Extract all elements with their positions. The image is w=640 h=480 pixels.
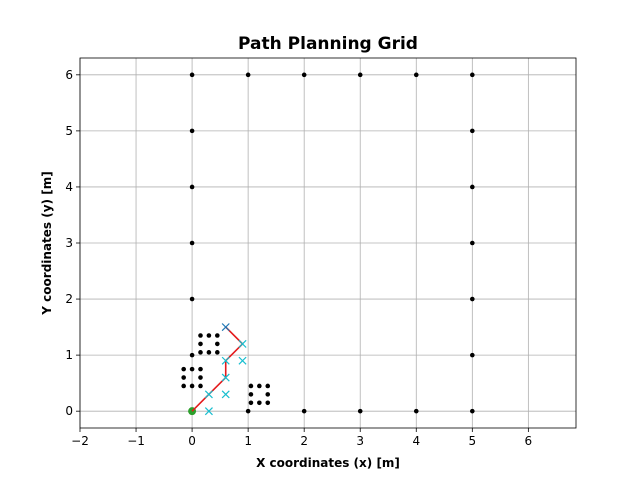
obstacle-point [189,240,195,246]
explored-node-marker [221,390,230,399]
goal-marker [221,323,230,332]
obstacle-point [470,408,475,414]
obstacle-point [301,72,307,78]
x-tick-label: −2 [71,434,89,448]
obstacle-point [470,72,475,78]
chart-title: Path Planning Grid [238,34,418,54]
obstacle-point [301,408,307,414]
explored-node-marker [238,339,247,348]
x-tick-label: 6 [525,434,533,448]
obstacle-point [198,350,203,355]
x-tick-label: 5 [468,434,476,448]
y-tick-label: 1 [65,348,73,362]
obstacle-point [198,366,203,372]
explored-node-marker-stroke-b [204,390,213,399]
obstacle-point [265,400,271,406]
x-tick-label: 0 [188,434,196,448]
axis-ticks: −2 −1 0 1 2 3 4 5 6 0 1 2 3 4 5 6 [65,68,532,448]
obstacle-point [215,341,220,347]
explored-node-marker [221,373,230,382]
explored-node-marker-stroke-b [221,390,230,399]
obstacle-point [470,352,475,358]
x-tick-label: 3 [356,434,364,448]
explored-node-marker-stroke-b [204,407,213,416]
obstacle-point [189,352,195,358]
obstacle-point [198,333,203,338]
obstacle-point [181,366,186,372]
explored-node-marker [238,356,247,365]
obstacle-point [470,184,475,190]
obstacle-point [248,400,254,406]
y-tick-label: 4 [65,180,73,194]
y-tick-label: 0 [65,404,73,418]
obstacle-point [245,408,251,414]
obstacle-point [198,383,203,389]
plot-data [181,72,475,416]
obstacle-point [189,72,195,78]
obstacle-point [413,72,419,78]
x-tick-label: 4 [412,434,420,448]
obstacle-point [257,383,262,389]
obstacle-point [257,400,262,406]
grid-lines [79,58,576,428]
obstacle-point [470,296,475,302]
explored-node-marker [204,390,213,399]
obstacle-point [189,184,195,190]
obstacle-point [357,408,363,414]
obstacle-point [206,350,212,355]
obstacle-point [198,341,203,347]
explored-node-marker-stroke-b [221,356,230,365]
y-tick-label: 3 [65,236,73,250]
obstacle-point [470,128,475,134]
y-tick-label: 6 [65,68,73,82]
x-tick-label: −1 [127,434,145,448]
obstacle-point [265,383,271,389]
obstacle-point [248,392,254,397]
obstacle-point [265,392,271,397]
obstacle-point [248,383,254,389]
x-axis-label: X coordinates (x) [m] [256,456,400,470]
explored-node-marker-stroke-b [238,356,247,365]
explored-node-marker-stroke-b [221,373,230,382]
obstacle-point [189,128,195,134]
obstacle-point [189,383,195,389]
x-tick-label: 2 [300,434,308,448]
obstacle-point [215,333,220,338]
explored-node-marker-stroke-b [238,339,247,348]
obstacle-point [245,72,251,78]
obstacle-point [181,375,186,380]
x-tick-label: 1 [244,434,252,448]
goal-marker-stroke-b [221,323,230,332]
explored-node-marker [221,356,230,365]
obstacle-point [181,383,186,389]
y-tick-label: 2 [65,292,73,306]
obstacle-point [189,366,195,372]
obstacle-point [206,333,212,338]
obstacle-point [189,296,195,302]
obstacle-point [357,72,363,78]
y-tick-label: 5 [65,124,73,138]
obstacle-point [215,350,220,355]
obstacle-point [413,408,419,414]
obstacle-point [198,375,203,380]
obstacle-point [470,240,475,246]
y-axis-label: Y coordinates (y) [m] [40,171,54,315]
explored-node-marker [204,407,213,416]
